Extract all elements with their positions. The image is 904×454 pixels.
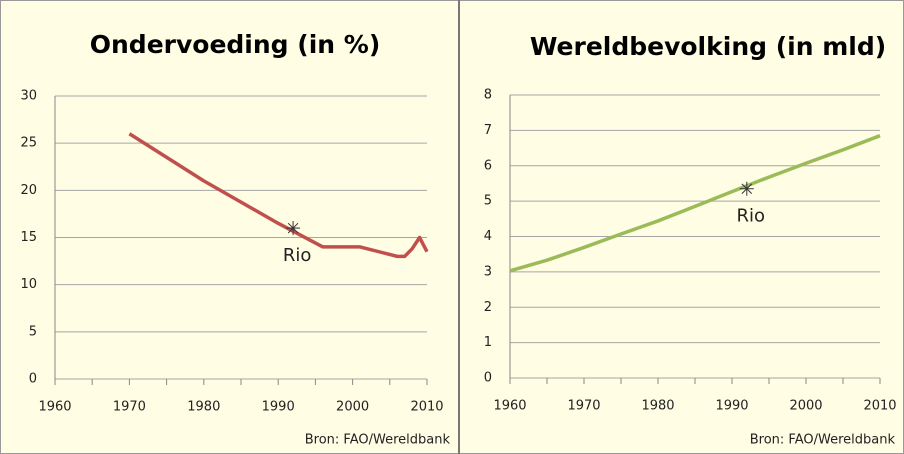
annotation-label: Rio <box>737 206 766 227</box>
y-tick-label: 30 <box>20 89 37 104</box>
y-tick-label: 0 <box>29 372 37 387</box>
y-tick-label: 6 <box>484 158 492 173</box>
y-tick-label: 7 <box>484 123 492 138</box>
chart-title: Wereldbevolking (in mld) <box>530 32 886 61</box>
x-tick-label: 1960 <box>38 400 71 415</box>
y-tick-label: 25 <box>20 136 37 151</box>
y-tick-label: 1 <box>484 335 492 350</box>
y-tick-label: 5 <box>484 194 492 209</box>
x-tick-label: 1970 <box>113 400 146 415</box>
y-tick-label: 3 <box>484 264 492 279</box>
y-tick-label: 15 <box>20 230 37 245</box>
source-note: Bron: FAO/Wereldbank <box>305 433 451 448</box>
x-tick-label: 1990 <box>715 399 748 414</box>
y-tick-label: 8 <box>484 88 492 103</box>
source-note: Bron: FAO/Wereldbank <box>750 433 896 448</box>
y-tick-label: 2 <box>484 300 492 315</box>
annotation-label: Rio <box>283 245 312 266</box>
data-line <box>509 134 881 273</box>
x-tick-label: 2010 <box>863 399 896 414</box>
y-tick-label: 20 <box>20 183 37 198</box>
y-tick-label: 4 <box>484 229 492 244</box>
annotation-marker <box>739 181 754 196</box>
x-tick-label: 1980 <box>641 399 674 414</box>
x-tick-label: 2000 <box>789 399 822 414</box>
x-tick-label: 2000 <box>336 400 369 415</box>
y-tick-label: 0 <box>484 371 492 386</box>
x-tick-label: 1970 <box>567 399 600 414</box>
y-tick-label: 10 <box>20 277 37 292</box>
annotation-marker <box>286 221 301 236</box>
chart-title: Ondervoeding (in %) <box>90 30 381 59</box>
x-tick-label: 1980 <box>187 400 220 415</box>
data-line <box>128 132 429 259</box>
x-tick-label: 1990 <box>262 400 295 415</box>
y-tick-label: 5 <box>29 324 37 339</box>
x-tick-label: 2010 <box>410 400 443 415</box>
x-tick-label: 1960 <box>493 399 526 414</box>
